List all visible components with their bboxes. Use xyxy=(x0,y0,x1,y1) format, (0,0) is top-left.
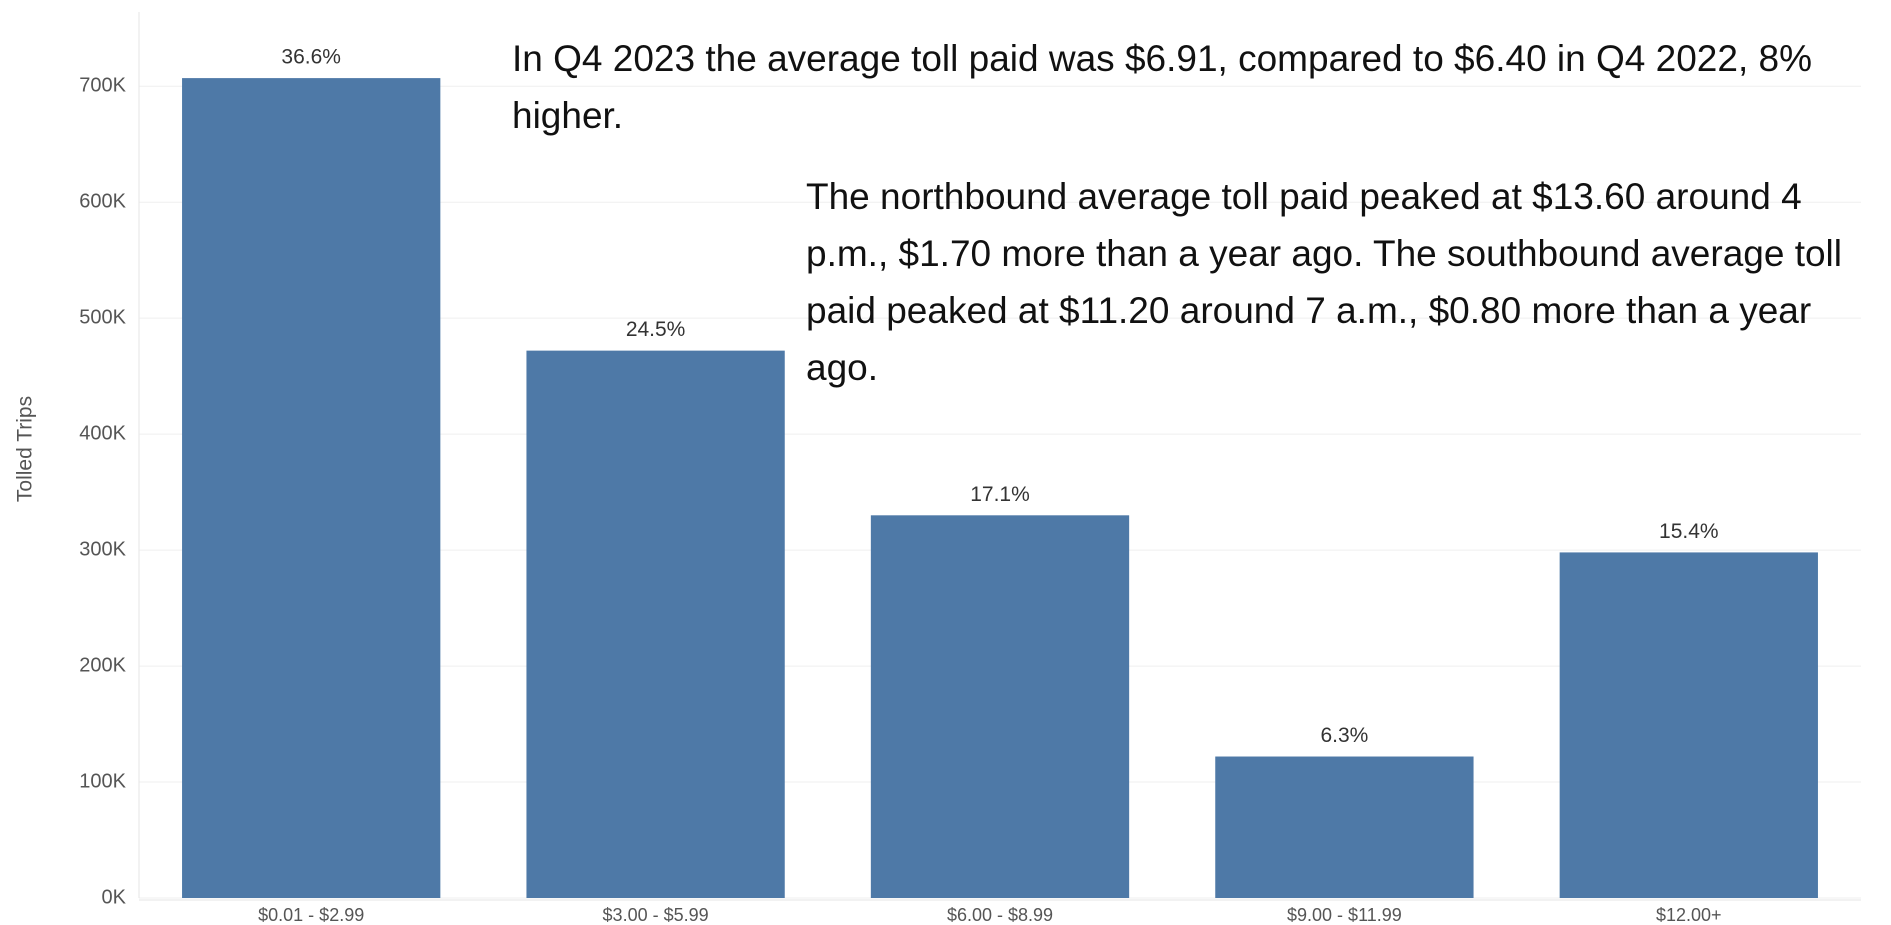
y-tick-label: 300K xyxy=(79,538,126,560)
y-tick-label: 100K xyxy=(79,770,126,792)
y-axis-label: Tolled Trips xyxy=(14,396,37,502)
y-tick-label: 600K xyxy=(79,190,126,212)
y-tick-label: 400K xyxy=(79,422,126,444)
x-tick-label: $3.00 - $5.99 xyxy=(603,905,709,925)
y-tick-label: 500K xyxy=(79,306,126,328)
bar xyxy=(182,78,441,898)
bar-label: 36.6% xyxy=(281,46,341,69)
bar xyxy=(870,515,1130,898)
x-tick-label: $12.00+ xyxy=(1656,905,1722,925)
bar xyxy=(1559,552,1818,898)
x-tick-label: $9.00 - $11.99 xyxy=(1287,905,1402,925)
bar xyxy=(1215,756,1474,898)
bar-label: 6.3% xyxy=(1320,724,1368,747)
bar-label: 17.1% xyxy=(970,483,1030,506)
bar-label: 24.5% xyxy=(626,318,686,341)
x-tick-label: $6.00 - $8.99 xyxy=(947,905,1053,925)
bar xyxy=(526,350,785,898)
y-tick-label: 200K xyxy=(79,654,126,676)
annotation: The northbound average toll paid peaked … xyxy=(806,176,1842,388)
bar-label: 15.4% xyxy=(1659,520,1719,543)
y-tick-label: 0K xyxy=(102,886,127,908)
x-tick-label: $0.01 - $2.99 xyxy=(258,905,364,925)
y-tick-label: 700K xyxy=(79,75,126,97)
annotation: In Q4 2023 the average toll paid was $6.… xyxy=(512,38,1812,136)
